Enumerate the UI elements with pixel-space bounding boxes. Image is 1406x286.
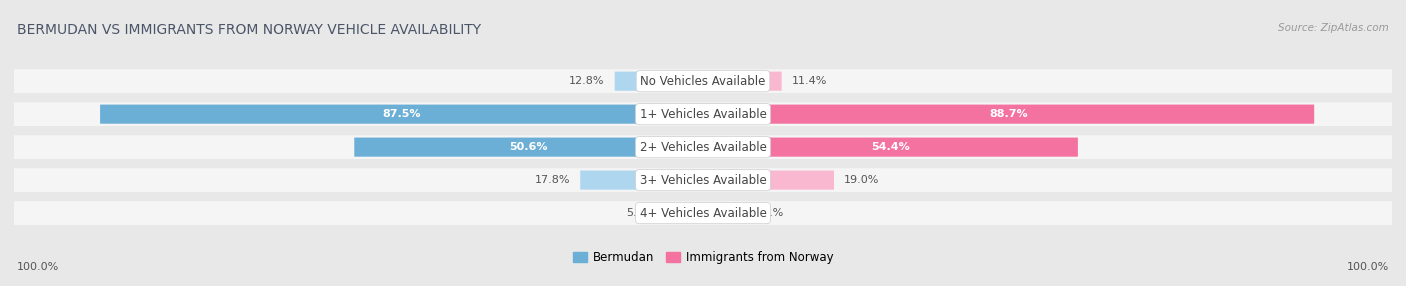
Text: 5.6%: 5.6% (626, 208, 654, 218)
FancyBboxPatch shape (703, 138, 1078, 157)
Text: 3+ Vehicles Available: 3+ Vehicles Available (640, 174, 766, 186)
Text: 88.7%: 88.7% (990, 109, 1028, 119)
FancyBboxPatch shape (14, 135, 1392, 159)
FancyBboxPatch shape (14, 102, 1392, 126)
Text: 11.4%: 11.4% (792, 76, 827, 86)
FancyBboxPatch shape (354, 138, 703, 157)
FancyBboxPatch shape (14, 168, 1392, 192)
FancyBboxPatch shape (100, 105, 703, 124)
FancyBboxPatch shape (581, 170, 703, 190)
FancyBboxPatch shape (703, 204, 745, 223)
Text: 54.4%: 54.4% (870, 142, 910, 152)
Text: 6.1%: 6.1% (755, 208, 783, 218)
FancyBboxPatch shape (703, 170, 834, 190)
FancyBboxPatch shape (614, 72, 703, 91)
Text: 19.0%: 19.0% (844, 175, 880, 185)
Legend: Bermudan, Immigrants from Norway: Bermudan, Immigrants from Norway (568, 247, 838, 269)
Text: 100.0%: 100.0% (17, 262, 59, 272)
Text: BERMUDAN VS IMMIGRANTS FROM NORWAY VEHICLE AVAILABILITY: BERMUDAN VS IMMIGRANTS FROM NORWAY VEHIC… (17, 23, 481, 37)
Text: 50.6%: 50.6% (509, 142, 548, 152)
Text: 1+ Vehicles Available: 1+ Vehicles Available (640, 108, 766, 121)
FancyBboxPatch shape (664, 204, 703, 223)
Text: 100.0%: 100.0% (1347, 262, 1389, 272)
Text: No Vehicles Available: No Vehicles Available (640, 75, 766, 88)
Text: 4+ Vehicles Available: 4+ Vehicles Available (640, 206, 766, 220)
FancyBboxPatch shape (703, 105, 1315, 124)
Text: 12.8%: 12.8% (569, 76, 605, 86)
FancyBboxPatch shape (14, 201, 1392, 225)
Text: Source: ZipAtlas.com: Source: ZipAtlas.com (1278, 23, 1389, 33)
Text: 2+ Vehicles Available: 2+ Vehicles Available (640, 141, 766, 154)
FancyBboxPatch shape (14, 69, 1392, 93)
Text: 87.5%: 87.5% (382, 109, 420, 119)
FancyBboxPatch shape (703, 72, 782, 91)
Text: 17.8%: 17.8% (534, 175, 569, 185)
